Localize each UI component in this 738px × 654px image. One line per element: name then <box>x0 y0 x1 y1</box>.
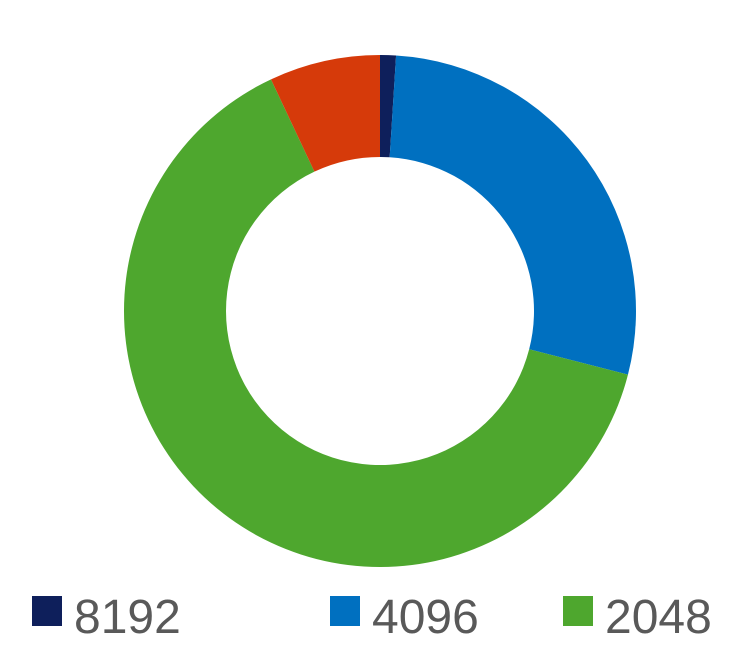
legend-label-4096: 4096 <box>372 591 479 644</box>
legend-swatch-4096 <box>330 596 360 626</box>
donut-slices <box>123 55 636 568</box>
legend-swatch-8192 <box>32 596 62 626</box>
legend-item-2048: 2048 <box>563 591 712 644</box>
donut-slice-8192 <box>380 55 397 158</box>
legend-swatch-2048 <box>563 596 593 626</box>
legend-label-8192: 8192 <box>74 591 181 644</box>
donut-slice-4096 <box>389 55 636 375</box>
donut-slice-segment-4 <box>271 55 380 172</box>
legend-label-2048: 2048 <box>605 591 712 644</box>
legend-item-8192: 8192 <box>32 591 181 644</box>
donut-slice-2048 <box>123 79 628 568</box>
legend-item-4096: 4096 <box>330 591 479 644</box>
chart-legend: 8192 4096 2048 <box>32 591 712 644</box>
